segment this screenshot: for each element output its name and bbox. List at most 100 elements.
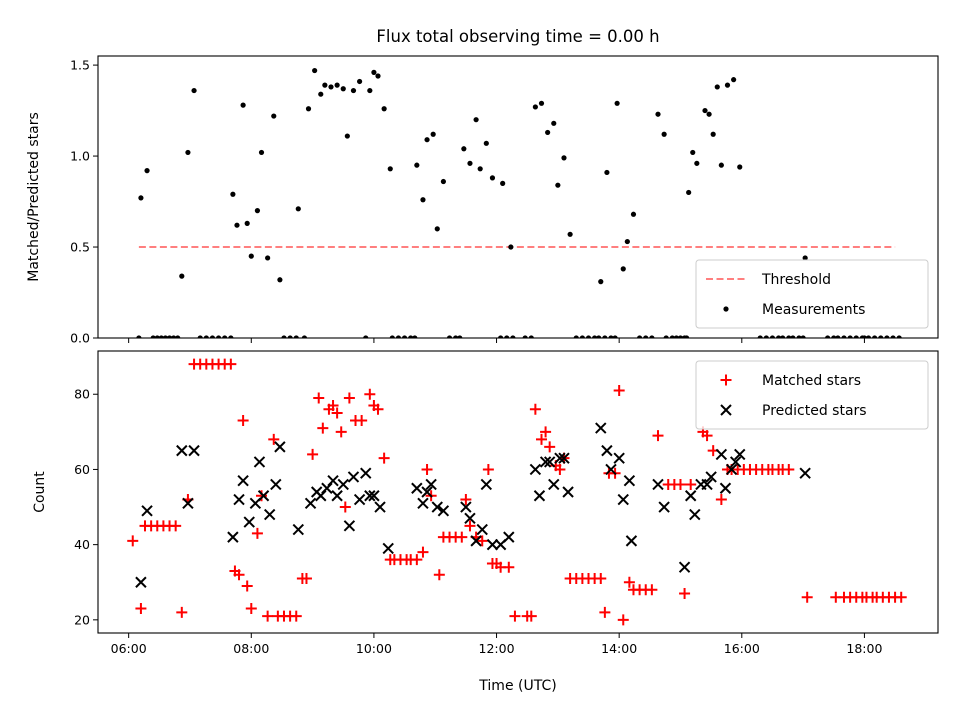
measurements-point (663, 335, 669, 338)
predicted-stars-point (705, 471, 717, 483)
measurements-point (890, 335, 896, 338)
matched-stars-point (313, 392, 325, 404)
measurements-point (197, 335, 203, 338)
measurements-point (522, 335, 528, 338)
measurements-point (430, 131, 436, 137)
predicted-stars-point (360, 467, 372, 479)
predicted-stars-point (437, 505, 450, 517)
predicted-stars-point (562, 486, 574, 498)
bottom-x-axis-label: Time (UTC) (478, 678, 556, 694)
measurements-point (510, 335, 516, 338)
top-axes-frame (97, 55, 939, 339)
measurements-point (295, 206, 301, 212)
predicted-stars-point (617, 493, 629, 506)
measurements-point (624, 238, 630, 245)
measurements-point (230, 191, 236, 197)
measurements-point (841, 335, 847, 338)
predicted-stars-point (237, 475, 249, 487)
measurements-point (673, 335, 679, 338)
measurements-point (498, 335, 504, 338)
legend-label-matched-stars: Matched stars (762, 373, 861, 389)
matched-stars-point (251, 527, 263, 539)
measurements-point (305, 106, 312, 112)
predicted-stars-point (411, 482, 423, 494)
measurements-point (258, 149, 265, 156)
measurements-point (375, 73, 381, 79)
matched-stars-point (290, 610, 302, 622)
measurements-point (301, 335, 308, 338)
bottom-y-tick-label: 20 (74, 612, 90, 627)
measurements-point (222, 335, 228, 338)
matched-stars-point (245, 603, 257, 615)
measurements-point (872, 335, 878, 338)
measurements-point (825, 335, 831, 338)
legend-swatch-matched-stars (720, 374, 732, 386)
matched-stars-point (464, 520, 476, 532)
bottom-x-tick-label: 16:00 (724, 641, 760, 656)
measurements-point (467, 160, 473, 166)
predicted-stars-point (304, 497, 317, 509)
matched-stars-point (317, 422, 329, 434)
measurements-point (453, 335, 459, 338)
predicted-stars-point (292, 523, 304, 536)
measurements-point (710, 131, 716, 137)
measurements-point (551, 120, 557, 126)
measurements-point (504, 335, 510, 338)
measurements-point (166, 335, 173, 338)
predicted-stars-point (701, 478, 713, 491)
matched-stars-point (554, 463, 566, 475)
measurements-point (706, 111, 712, 117)
predicted-stars-point (625, 535, 638, 547)
measurements-point (344, 133, 350, 139)
predicted-stars-point (233, 493, 245, 506)
measurements-point (620, 266, 626, 272)
measurements-point (318, 91, 324, 97)
bottom-x-tick-label: 10:00 (356, 641, 392, 656)
predicted-stars-point (729, 456, 742, 468)
predicted-stars-point (382, 542, 394, 555)
top-legend: Threshold Measurements (695, 259, 929, 329)
matched-stars-point (411, 554, 423, 566)
matched-stars-point (237, 415, 249, 427)
predicted-stars-point (347, 471, 360, 483)
matched-stars-point (801, 591, 813, 603)
measurements-point (395, 335, 402, 338)
measurements-point (567, 231, 573, 237)
measurements-point (265, 255, 271, 261)
matched-stars-point (331, 407, 343, 419)
predicted-stars-point (684, 490, 697, 502)
measurements-point (528, 335, 534, 338)
measurements-point (473, 117, 479, 123)
measurements-point (592, 335, 598, 338)
predicted-stars-point (331, 490, 343, 502)
predicted-stars-point (176, 444, 188, 457)
measurements-point (757, 335, 763, 338)
predicted-stars-point (554, 452, 566, 464)
matched-stars-point (356, 415, 368, 427)
predicted-stars-point (464, 512, 476, 525)
predicted-stars-point (425, 478, 437, 491)
predicted-stars-point (470, 535, 482, 547)
matched-stars-point (417, 546, 429, 558)
predicted-stars-point (689, 508, 701, 521)
measurements-point (446, 335, 453, 338)
measurements-point (461, 146, 467, 152)
measurements-point (136, 335, 142, 338)
measurements-point (477, 166, 483, 172)
measurements-point (293, 335, 299, 338)
predicted-stars-point (182, 497, 194, 509)
measurements-point (500, 180, 506, 186)
bottom-y-tick-label: 60 (74, 462, 90, 477)
bottom-legend: Matched stars Predicted stars (695, 360, 929, 430)
measurements-point (684, 335, 690, 338)
measurements-point (614, 100, 620, 106)
predicted-stars-point (188, 444, 200, 457)
measurements-point (775, 335, 782, 338)
measurements-point (686, 189, 692, 196)
measurements-point (234, 222, 240, 228)
predicted-stars-point (270, 478, 282, 491)
measurements-point (371, 69, 377, 75)
matched-stars-point (262, 610, 274, 622)
measurements-point (340, 86, 346, 92)
matched-stars-point (595, 572, 607, 584)
